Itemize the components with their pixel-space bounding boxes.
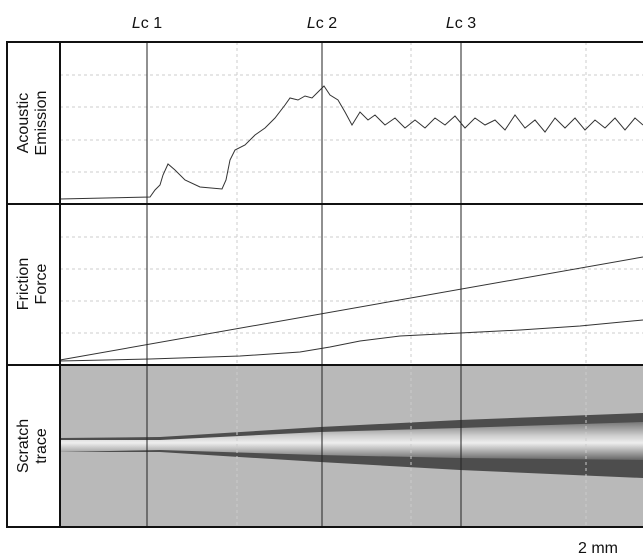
lc-label: Lc 2: [307, 15, 337, 32]
grid: [60, 42, 643, 527]
scratch-groove: [60, 422, 643, 460]
lc-label: Lc 3: [446, 15, 476, 32]
panel-label: Friction: [15, 258, 32, 310]
acoustic-emission-curve: [59, 85, 643, 200]
frame: [6, 41, 643, 528]
panel-label: Force: [33, 263, 50, 304]
lc-label: Lc 1: [132, 15, 162, 32]
scale-bar-label: 2 mm: [578, 540, 618, 557]
panel-label: Scratch: [15, 419, 32, 473]
panel-label: Acoustic: [15, 93, 32, 153]
friction-curve: [59, 319, 643, 362]
panel-label: trace: [33, 428, 50, 464]
panel-label: Emission: [33, 91, 50, 156]
normal-force-line: [59, 256, 643, 361]
